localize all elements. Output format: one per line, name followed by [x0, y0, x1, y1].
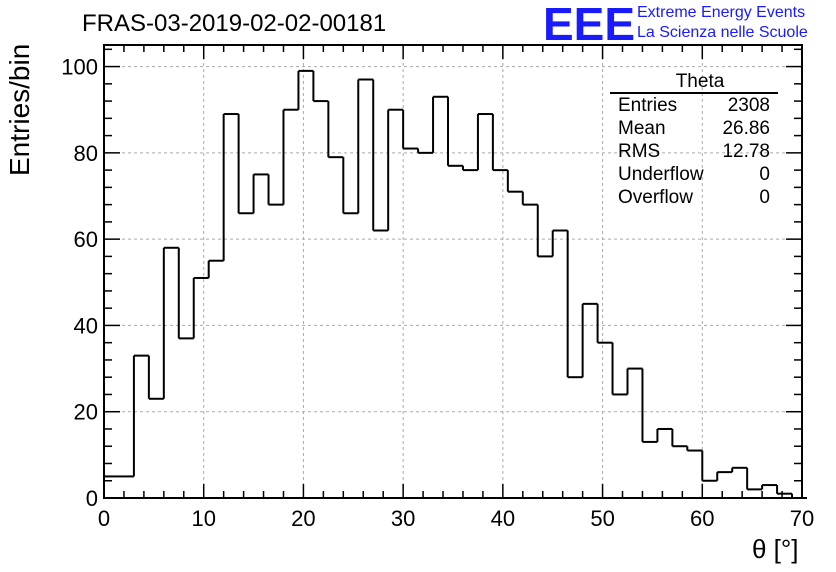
chart-title: FRAS-03-2019-02-02-00181: [82, 10, 387, 37]
x-axis-label: θ [°]: [752, 534, 799, 564]
stats-value: 0: [759, 164, 770, 185]
logo-mark: EEE: [543, 2, 635, 46]
stats-value: 26.86: [722, 118, 770, 139]
y-tick-label: 40: [74, 313, 98, 338]
logo-line-2: La Scienza nelle Scuole: [637, 24, 808, 41]
stats-row-mean: Mean 26.86: [610, 117, 778, 140]
histogram-bars: [103, 69, 807, 499]
x-tick-label: 70: [790, 506, 814, 531]
stats-row-entries: Entries 2308: [610, 94, 778, 117]
y-tick-label: 100: [61, 55, 98, 80]
logo-text: Extreme Energy Events La Scienza nelle S…: [637, 3, 808, 43]
x-tick-label: 30: [391, 506, 415, 531]
stats-row-rms: RMS 12.78: [610, 140, 778, 163]
stats-row-overflow: Overflow 0: [610, 186, 778, 209]
x-tick-label: 40: [491, 506, 515, 531]
stats-title: Theta: [610, 72, 778, 94]
stats-label: Entries: [618, 95, 678, 116]
x-tick-label: 60: [690, 506, 714, 531]
y-tick-label: 60: [74, 227, 98, 252]
stats-value: 2308: [727, 95, 770, 116]
x-tick-label: 10: [191, 506, 215, 531]
plot-frame: [103, 44, 803, 499]
y-tick-label: 80: [74, 141, 98, 166]
stats-row-underflow: Underflow 0: [610, 163, 778, 186]
tick-labels: 0 10 20 30 40 50 60 70 0 20 40 60 80 100: [61, 55, 814, 531]
stats-label: Mean: [618, 118, 666, 139]
x-tick-label: 50: [590, 506, 614, 531]
x-tick-label: 0: [98, 506, 110, 531]
y-tick-label: 0: [86, 486, 98, 511]
y-tick-label: 20: [74, 400, 98, 425]
stats-box: Theta Entries 2308 Mean 26.86 RMS 12.78 Und…: [610, 72, 778, 209]
stats-label: Underflow: [618, 164, 704, 185]
x-tick-label: 20: [291, 506, 315, 531]
stats-value: 0: [759, 187, 770, 208]
stats-value: 12.78: [722, 141, 770, 162]
logo-line-1: Extreme Energy Events: [637, 4, 806, 21]
axis-ticks: [103, 45, 803, 499]
eee-logo: EEE: [543, 2, 635, 46]
stats-label: Overflow: [618, 187, 693, 208]
y-axis-label: Entries/bin: [4, 43, 35, 176]
stats-label: RMS: [618, 141, 661, 162]
